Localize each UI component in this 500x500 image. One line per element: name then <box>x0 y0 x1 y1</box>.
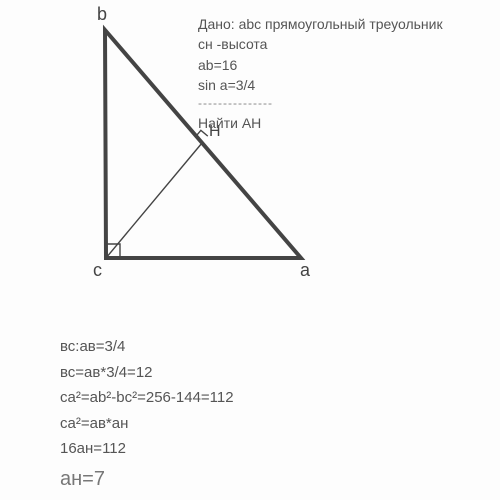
figure-canvas: { "geometry": { "type": "triangle-diagra… <box>0 0 500 500</box>
solution-line: вс:ав=3/4 <box>60 334 234 360</box>
solution-line: са²=ав*ан <box>60 411 234 437</box>
given-line: Дано: abc прямоугольный треуольник <box>198 14 443 34</box>
given-line: ab=16 <box>198 55 443 75</box>
vertex-a: a <box>300 260 310 281</box>
answer-line: ан=7 <box>60 462 234 496</box>
given-line: sin a=3/4 <box>198 75 443 95</box>
given-line: Найти АН <box>198 113 443 133</box>
solution-line: 16ан=112 <box>60 436 234 462</box>
vertex-b: b <box>97 4 107 25</box>
given-block: Дано: abc прямоугольный треуольник сн -в… <box>198 14 443 133</box>
solution-line: вс=ав*3/4=12 <box>60 360 234 386</box>
separator-dash: --------------- <box>198 95 443 112</box>
given-line: сн -высота <box>198 34 443 54</box>
solution-line: са²=ab²-bc²=256-144=112 <box>60 385 234 411</box>
vertex-c: c <box>93 260 102 281</box>
solution-block: вс:ав=3/4 вс=ав*3/4=12 са²=ab²-bc²=256-1… <box>60 334 234 496</box>
